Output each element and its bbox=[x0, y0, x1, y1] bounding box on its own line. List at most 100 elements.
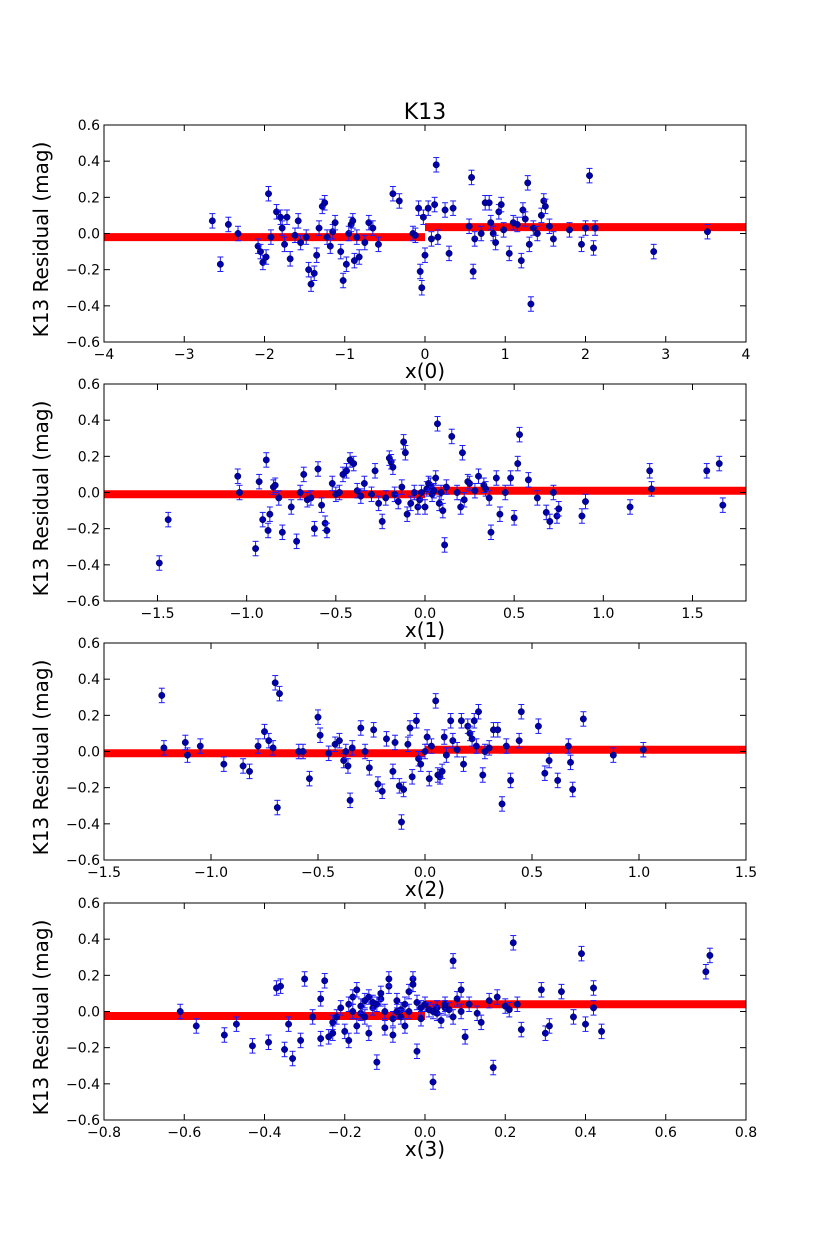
panel-3: −0.8 −0.6 −0.4 −0.2 0.0 0.2 0.4 0.6 0.8−0.6−0.4−… bbox=[29, 896, 757, 1161]
x-tick-label: −0.4 bbox=[248, 1125, 282, 1141]
data-point bbox=[541, 202, 549, 210]
y-axis-label: K13 Residual (mag) bbox=[29, 401, 53, 597]
data-point bbox=[545, 757, 553, 764]
data-point bbox=[307, 280, 315, 288]
data-point bbox=[578, 950, 585, 958]
data-point bbox=[425, 775, 433, 783]
data-point bbox=[475, 708, 482, 716]
data-point bbox=[449, 204, 457, 212]
y-tick-label: 0.4 bbox=[78, 672, 100, 688]
data-point bbox=[281, 240, 289, 248]
data-point bbox=[554, 776, 562, 784]
data-point bbox=[281, 1046, 289, 1053]
data-point bbox=[271, 481, 279, 489]
data-point bbox=[271, 679, 279, 687]
data-point bbox=[158, 691, 166, 699]
x-tick-label: −1 bbox=[334, 347, 355, 363]
y-tick-label: 0.0 bbox=[78, 745, 100, 761]
x-tick-label: 2 bbox=[581, 347, 590, 363]
data-point bbox=[335, 489, 343, 496]
data-point bbox=[234, 230, 242, 237]
data-point bbox=[549, 489, 557, 496]
x-tick-label: 0.0 bbox=[414, 1125, 436, 1141]
data-point bbox=[404, 740, 412, 748]
x-tick-label: 0 bbox=[421, 347, 430, 363]
data-point bbox=[398, 483, 406, 491]
data-point bbox=[415, 204, 423, 212]
x-tick-label: 0.0 bbox=[414, 865, 436, 881]
data-point bbox=[316, 731, 324, 739]
x-tick-label: 1.0 bbox=[628, 865, 650, 881]
data-point bbox=[453, 489, 461, 496]
data-point bbox=[469, 268, 477, 275]
y-tick-label: −0.2 bbox=[66, 522, 100, 538]
data-point bbox=[505, 249, 513, 257]
data-point bbox=[566, 226, 573, 234]
data-point bbox=[407, 499, 415, 507]
data-point bbox=[220, 1031, 228, 1039]
data-point bbox=[715, 460, 723, 468]
data-point bbox=[310, 525, 318, 533]
data-point bbox=[216, 260, 224, 268]
data-point bbox=[590, 984, 597, 992]
x-tick-label: −0.8 bbox=[87, 1125, 121, 1141]
data-point bbox=[365, 764, 373, 772]
data-point bbox=[706, 951, 714, 959]
data-point bbox=[196, 742, 204, 750]
x-tick-label: −0.2 bbox=[328, 1125, 362, 1141]
data-point bbox=[421, 748, 429, 755]
data-point bbox=[437, 1017, 445, 1024]
data-point bbox=[317, 1035, 325, 1043]
data-point bbox=[350, 257, 358, 265]
data-point bbox=[357, 724, 365, 732]
data-point bbox=[276, 690, 283, 698]
data-point bbox=[533, 494, 541, 502]
data-point bbox=[411, 231, 419, 239]
x-tick-label: −4 bbox=[94, 347, 115, 363]
data-point bbox=[305, 266, 313, 274]
data-point bbox=[403, 510, 411, 518]
data-point bbox=[208, 217, 216, 225]
data-point bbox=[639, 746, 647, 754]
data-point bbox=[249, 1042, 256, 1050]
data-point bbox=[489, 1064, 497, 1072]
data-point bbox=[220, 760, 228, 768]
data-point bbox=[262, 456, 270, 464]
data-point bbox=[418, 284, 426, 292]
data-point bbox=[472, 742, 480, 750]
data-point bbox=[479, 771, 487, 779]
x-tick-label: 0.0 bbox=[414, 606, 436, 622]
data-point bbox=[342, 748, 350, 755]
x-tick-label: 0.4 bbox=[574, 1125, 596, 1141]
data-point bbox=[335, 737, 343, 745]
data-point bbox=[236, 489, 243, 496]
data-point bbox=[719, 501, 727, 509]
y-axis-label: K13 Residual (mag) bbox=[29, 142, 53, 338]
data-point bbox=[517, 708, 525, 716]
data-point bbox=[442, 751, 450, 759]
data-point bbox=[468, 173, 475, 181]
data-point bbox=[437, 489, 445, 496]
data-point bbox=[394, 498, 402, 505]
data-point bbox=[485, 997, 493, 1005]
data-point bbox=[361, 1013, 369, 1021]
data-point bbox=[398, 818, 405, 826]
data-point bbox=[285, 1020, 293, 1028]
data-point bbox=[342, 260, 350, 268]
data-point bbox=[440, 733, 448, 741]
data-point bbox=[578, 240, 585, 248]
data-point bbox=[345, 1036, 353, 1044]
data-point bbox=[277, 982, 284, 990]
data-point bbox=[448, 432, 456, 440]
data-point bbox=[278, 528, 286, 536]
x-tick-label: −1.0 bbox=[194, 865, 228, 881]
data-point bbox=[224, 221, 232, 228]
data-point bbox=[400, 438, 408, 446]
data-point bbox=[410, 489, 418, 496]
data-point bbox=[368, 490, 375, 498]
y-tick-label: 0.0 bbox=[78, 227, 100, 243]
data-point bbox=[321, 977, 329, 985]
data-point bbox=[381, 1008, 389, 1015]
y-tick-label: 0.2 bbox=[78, 708, 100, 724]
